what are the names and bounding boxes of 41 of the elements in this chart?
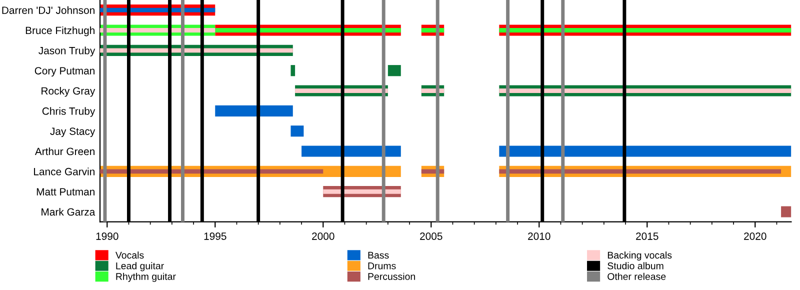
- bar: [323, 189, 401, 194]
- y-tick-label: Matt Putman: [36, 188, 94, 196]
- x-tick-label: 2010: [528, 232, 550, 240]
- y-tick-label: Bruce Fitzhugh: [26, 26, 94, 36]
- y-tick-label: Arthur Green: [34, 147, 94, 156]
- y-tick-label: Darren 'DJ' Johnson: [2, 6, 94, 14]
- bar: [499, 169, 782, 174]
- y-tick-label: Rocky Gray: [42, 86, 96, 97]
- bar: [295, 88, 388, 93]
- legend-label: Vocals: [115, 251, 144, 259]
- legend-label: Rhythm guitar: [116, 272, 176, 282]
- bar: [290, 65, 296, 76]
- legend-label: Bass: [368, 252, 389, 259]
- x-tick-label: 1995: [204, 232, 226, 240]
- bar: [215, 105, 293, 116]
- x-tick-label: 2005: [420, 232, 442, 240]
- legend-label: Lead guitar: [116, 262, 164, 272]
- y-tick-label: Chris Truby: [42, 107, 96, 117]
- y-tick-label: Cory Putman: [34, 67, 94, 77]
- legend-label: Backing vocals: [608, 251, 672, 261]
- y-tick-label: Mark Garza: [42, 208, 96, 216]
- bar: [499, 146, 792, 157]
- x-tick-label: 1990: [96, 232, 118, 240]
- y-tick-label: Jay Stacy: [50, 128, 96, 138]
- x-tick-label: 2020: [744, 232, 766, 240]
- legend-label: Percussion: [368, 272, 415, 280]
- y-tick-label: Jason Truby: [38, 46, 96, 56]
- bar: [215, 28, 401, 32]
- bar: [499, 28, 792, 32]
- y-tick-label: Lance Garvin: [34, 168, 94, 176]
- x-tick-label: 2015: [636, 232, 658, 240]
- x-tick-label: 2000: [312, 232, 334, 240]
- legend-label: Other release: [608, 272, 666, 280]
- bar: [290, 126, 304, 137]
- bar: [781, 206, 792, 218]
- bar: [388, 65, 401, 76]
- legend-label: Drums: [368, 262, 396, 270]
- bar: [100, 48, 293, 53]
- legend-label: Studio album: [608, 262, 664, 270]
- bar: [302, 146, 401, 157]
- bar: [499, 88, 792, 93]
